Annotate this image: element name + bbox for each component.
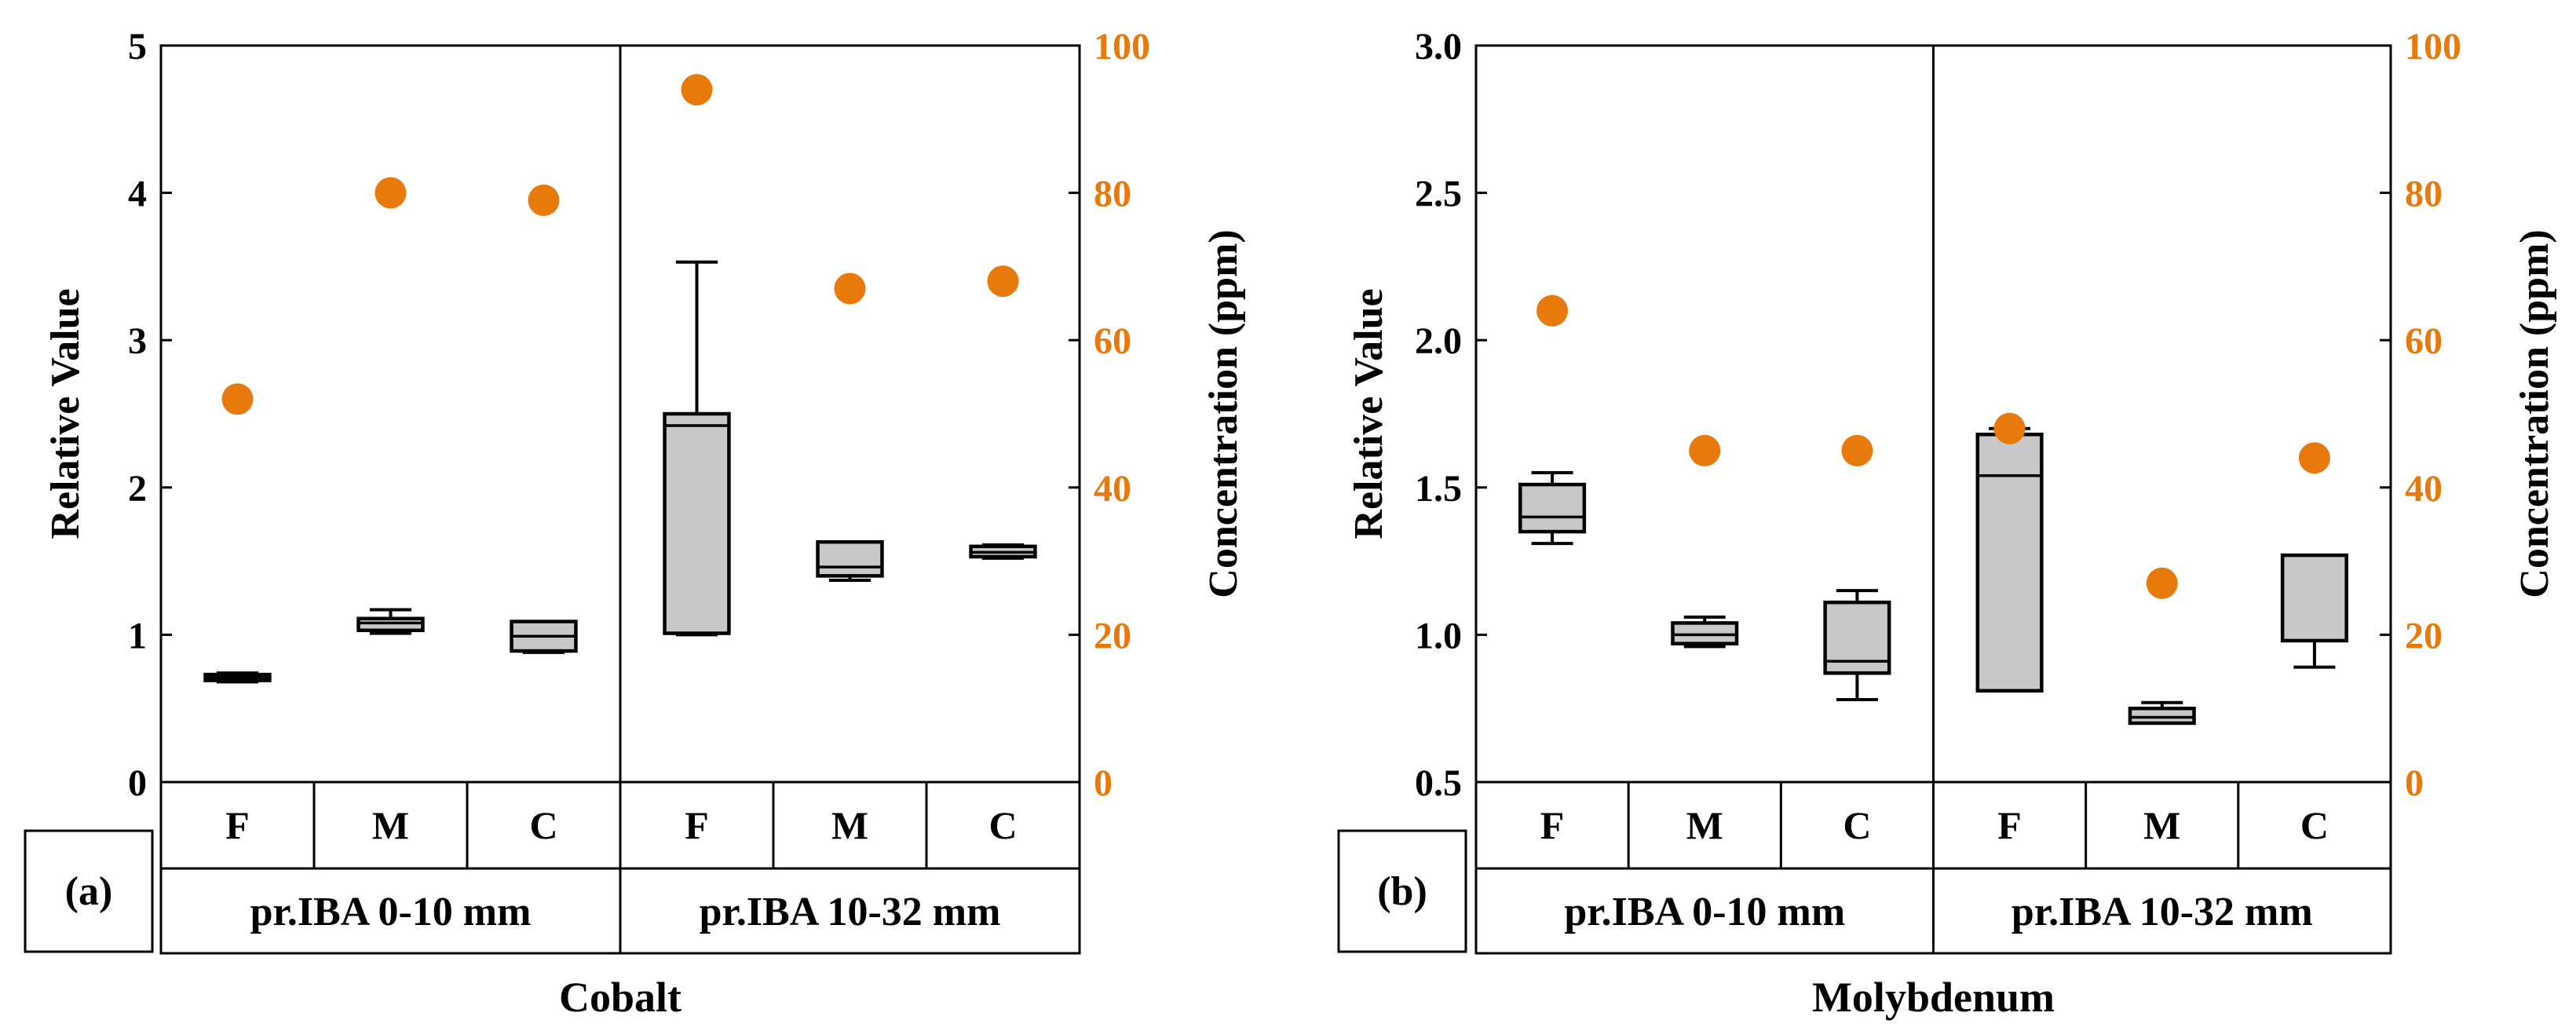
concentration-point [375, 177, 407, 209]
y-tick-label: 4 [128, 174, 147, 215]
chart-title: Cobalt [559, 974, 681, 1021]
y2-axis-label: Concentration (ppm) [2512, 229, 2557, 598]
box-2 [356, 608, 425, 635]
concentration-point [681, 74, 713, 106]
panel-tag-label: (b) [1377, 869, 1427, 914]
group-label: pr.IBA 0-10 mm [250, 890, 532, 934]
box-iqr [816, 539, 884, 578]
box-3 [510, 620, 578, 654]
category-label: C [2300, 803, 2329, 847]
chart-title: Molybdenum [1812, 974, 2055, 1021]
y-tick-label: 1 [128, 615, 147, 656]
box-5 [816, 539, 884, 582]
concentration-point [2146, 567, 2178, 599]
box-2 [1671, 615, 1739, 649]
box-5 [2128, 700, 2196, 726]
y-tick-label: 3.0 [1415, 26, 1462, 68]
box-1 [203, 671, 272, 684]
concentration-point [2298, 442, 2330, 474]
panel-molybdenum: (b) 0.5 1.0 1.5 2.0 2.5 3.0 0 20 40 60 80 100 Relativ… [1337, 26, 2557, 1021]
category-label: F [225, 803, 250, 847]
concentration-point [221, 383, 254, 415]
box-iqr [663, 411, 731, 635]
y2-tick-label: 80 [2405, 174, 2443, 215]
category-label: C [988, 803, 1017, 847]
concentration-point [1993, 412, 2026, 444]
panel-tag-box [1337, 829, 1467, 953]
y-tick-label: 0.5 [1415, 762, 1462, 804]
y-tick-label: 5 [128, 26, 147, 68]
group-label: pr.IBA 10-32 mm [700, 890, 1001, 934]
y2-tick-label: 40 [1094, 468, 1131, 510]
y-tick-label: 2.5 [1415, 174, 1462, 215]
concentration-point [528, 184, 560, 216]
category-label: C [529, 803, 557, 847]
category-label: F [1540, 803, 1565, 847]
y2-tick-label: 40 [2405, 468, 2443, 510]
y2-tick-label: 0 [1094, 762, 1113, 804]
category-label: C [1843, 803, 1871, 847]
y2-tick-label: 20 [2405, 615, 2443, 656]
box-iqr [2128, 706, 2196, 726]
group-label: pr.IBA 0-10 mm [1564, 890, 1845, 934]
panel-cobalt: (a) 0 1 2 3 4 5 0 20 40 60 80 100 Relative Value Conce… [24, 26, 1246, 1021]
box-iqr [2280, 553, 2348, 643]
y2-tick-label: 100 [1094, 26, 1150, 68]
concentration-point [1689, 434, 1721, 466]
box-6 [2280, 553, 2348, 669]
group-label: pr.IBA 10-32 mm [2011, 890, 2313, 934]
category-label: M [2143, 803, 2180, 847]
category-label: F [685, 803, 709, 847]
box-3 [1823, 589, 1891, 701]
box-iqr [356, 616, 425, 633]
y2-tick-label: 0 [2405, 762, 2424, 804]
category-label: M [831, 803, 868, 847]
category-label: M [1686, 803, 1723, 847]
panel-tag-label: (a) [65, 869, 113, 914]
category-label: M [372, 803, 409, 847]
panel-tag-box [24, 829, 154, 953]
box-iqr [1518, 482, 1587, 534]
y-tick-label: 1.0 [1415, 615, 1462, 656]
y-axis-label: Relative Value [43, 288, 88, 539]
concentration-point [1841, 434, 1873, 466]
box-6 [969, 543, 1037, 560]
y-tick-label: 2.0 [1415, 320, 1462, 362]
box-iqr [1975, 433, 2044, 693]
box-4 [1975, 426, 2044, 693]
y2-tick-label: 60 [1094, 320, 1131, 362]
y2-tick-label: 100 [2405, 26, 2461, 68]
box-4 [663, 260, 731, 637]
y2-tick-label: 20 [1094, 615, 1131, 656]
y-tick-label: 2 [128, 468, 147, 510]
y2-tick-label: 80 [1094, 174, 1131, 215]
category-label: F [1997, 803, 2022, 847]
y2-tick-label: 60 [2405, 320, 2443, 362]
concentration-point [987, 265, 1019, 298]
concentration-point [1536, 294, 1569, 327]
box-1 [1518, 471, 1587, 546]
concentration-point [834, 272, 866, 305]
y-tick-label: 3 [128, 320, 147, 362]
y-tick-label: 1.5 [1415, 468, 1462, 510]
y-tick-label: 0 [128, 762, 147, 804]
y-axis-label: Relative Value [1346, 288, 1391, 539]
y2-axis-label: Concentration (ppm) [1201, 229, 1246, 598]
box-iqr [1671, 621, 1739, 645]
